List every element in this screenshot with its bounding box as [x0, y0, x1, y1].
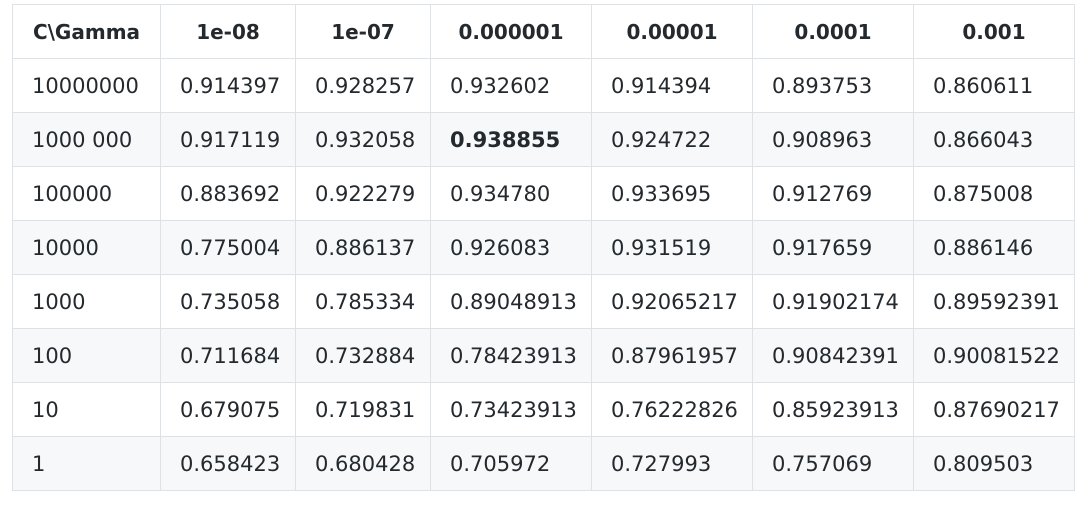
- header-row: C\Gamma 1e-08 1e-07 0.000001 0.00001 0.0…: [12, 4, 1075, 59]
- table-cell: 0.932602: [430, 58, 592, 113]
- table-cell: 0.87961957: [591, 328, 753, 383]
- table-cell: 0.92065217: [591, 274, 753, 329]
- table-cell: 0.875008: [913, 166, 1075, 221]
- row-header-cell: 100000: [12, 166, 161, 221]
- table-cell: 0.91902174: [752, 274, 914, 329]
- table-cell: 0.914394: [591, 58, 753, 113]
- table-cell: 0.732884: [295, 328, 431, 383]
- table-cell: 0.934780: [430, 166, 592, 221]
- header-cell: 1e-08: [160, 4, 296, 59]
- grid-search-table: C\Gamma 1e-08 1e-07 0.000001 0.00001 0.0…: [12, 4, 1075, 491]
- table-row: 1000 0.735058 0.785334 0.89048913 0.92065217…: [12, 274, 1075, 329]
- table-cell: 0.908963: [752, 112, 914, 167]
- table-row: 10000000 0.914397 0.928257 0.932602 0.914394…: [12, 58, 1075, 113]
- row-header-cell: 1: [12, 436, 161, 491]
- header-cell: 0.001: [913, 4, 1075, 59]
- table-cell: 0.917119: [160, 112, 296, 167]
- table-cell: 0.860611: [913, 58, 1075, 113]
- table-cell: 0.924722: [591, 112, 753, 167]
- table-cell: 0.866043: [913, 112, 1075, 167]
- header-cell: 0.000001: [430, 4, 592, 59]
- results-table-container: C\Gamma 1e-08 1e-07 0.000001 0.00001 0.0…: [12, 4, 1075, 491]
- table-cell: 0.705972: [430, 436, 592, 491]
- row-header-cell: 10: [12, 382, 161, 437]
- table-cell: 0.78423913: [430, 328, 592, 383]
- table-cell: 0.912769: [752, 166, 914, 221]
- table-body: 10000000 0.914397 0.928257 0.932602 0.914394…: [12, 58, 1075, 491]
- header-cell: C\Gamma: [12, 4, 161, 59]
- table-cell: 0.757069: [752, 436, 914, 491]
- table-cell: 0.90842391: [752, 328, 914, 383]
- table-row: 100000 0.883692 0.922279 0.934780 0.933695 0.…: [12, 166, 1075, 221]
- table-cell: 0.933695: [591, 166, 753, 221]
- header-cell: 1e-07: [295, 4, 431, 59]
- table-cell: 0.719831: [295, 382, 431, 437]
- table-cell: 0.89048913: [430, 274, 592, 329]
- table-cell: 0.679075: [160, 382, 296, 437]
- table-row: 10 0.679075 0.719831 0.73423913 0.76222826 0.…: [12, 382, 1075, 437]
- table-cell: 0.931519: [591, 220, 753, 275]
- row-header-cell: 100: [12, 328, 161, 383]
- table-cell: 0.85923913: [752, 382, 914, 437]
- table-cell: 0.928257: [295, 58, 431, 113]
- table-cell: 0.735058: [160, 274, 296, 329]
- row-header-cell: 10000000: [12, 58, 161, 113]
- table-cell: 0.658423: [160, 436, 296, 491]
- table-cell: 0.775004: [160, 220, 296, 275]
- table-cell: 0.926083: [430, 220, 592, 275]
- row-header-cell: 10000: [12, 220, 161, 275]
- table-row: 100 0.711684 0.732884 0.78423913 0.87961957 0…: [12, 328, 1075, 383]
- header-cell: 0.0001: [752, 4, 914, 59]
- table-cell: 0.938855: [430, 112, 592, 167]
- table-row: 10000 0.775004 0.886137 0.926083 0.931519 0.9…: [12, 220, 1075, 275]
- row-header-cell: 1000 000: [12, 112, 161, 167]
- table-cell: 0.914397: [160, 58, 296, 113]
- table-cell: 0.76222826: [591, 382, 753, 437]
- table-cell: 0.893753: [752, 58, 914, 113]
- table-cell: 0.932058: [295, 112, 431, 167]
- header-cell: 0.00001: [591, 4, 753, 59]
- row-header-cell: 1000: [12, 274, 161, 329]
- table-cell: 0.73423913: [430, 382, 592, 437]
- table-cell: 0.711684: [160, 328, 296, 383]
- table-cell: 0.883692: [160, 166, 296, 221]
- table-row: 1000 000 0.917119 0.932058 0.938855 0.924722…: [12, 112, 1075, 167]
- table-cell: 0.917659: [752, 220, 914, 275]
- table-cell: 0.90081522: [913, 328, 1075, 383]
- table-cell: 0.727993: [591, 436, 753, 491]
- table-cell: 0.87690217: [913, 382, 1075, 437]
- table-cell: 0.809503: [913, 436, 1075, 491]
- table-cell: 0.886146: [913, 220, 1075, 275]
- table-cell: 0.785334: [295, 274, 431, 329]
- table-cell: 0.886137: [295, 220, 431, 275]
- table-cell: 0.922279: [295, 166, 431, 221]
- table-row: 1 0.658423 0.680428 0.705972 0.727993 0.75706…: [12, 436, 1075, 491]
- table-cell: 0.89592391: [913, 274, 1075, 329]
- table-cell: 0.680428: [295, 436, 431, 491]
